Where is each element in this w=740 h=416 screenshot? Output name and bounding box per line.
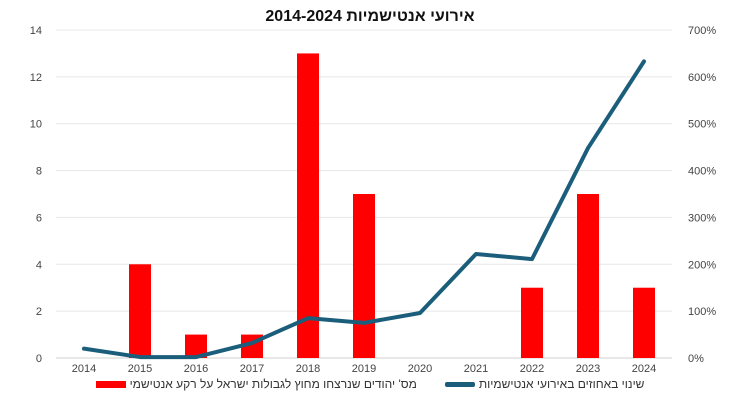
right-axis-tick: 400% (688, 166, 716, 178)
x-axis-tick: 2015 (128, 363, 152, 375)
x-axis-tick: 2022 (520, 363, 544, 375)
bar-2015 (129, 264, 151, 358)
legend-item-bar: מס' יהודים שנרצחו מחוץ לגבולות ישראל על … (95, 376, 417, 392)
legend-swatch-bar (95, 380, 126, 388)
bar-2019 (353, 194, 375, 358)
legend-swatch-line (444, 381, 475, 387)
chart-title: אירועי אנטישמיות 2014-2024 (265, 8, 474, 25)
legend-item-line: שינוי באחוזים באירועי אנטישמיות (444, 376, 645, 392)
bar-2022 (521, 287, 543, 358)
right-axis-tick: 100% (688, 306, 716, 318)
legend-label-line: שינוי באחוזים באירועי אנטישמיות (478, 377, 645, 391)
x-axis-tick: 2023 (576, 363, 600, 375)
legend: שינוי באחוזים באירועי אנטישמיות מס' יהוד… (0, 376, 740, 392)
x-axis-tick: 2017 (240, 363, 264, 375)
right-axis-tick: 700% (688, 25, 716, 37)
x-axis-tick: 2021 (464, 363, 488, 375)
right-axis-tick: 300% (688, 212, 716, 224)
x-axis-tick: 2020 (408, 363, 432, 375)
left-axis-tick: 10 (30, 119, 42, 131)
left-axis-tick: 2 (36, 306, 42, 318)
x-axis-tick: 2019 (352, 363, 376, 375)
left-axis-tick: 0 (36, 353, 42, 365)
x-axis-tick: 2014 (72, 363, 96, 375)
left-axis-tick: 6 (36, 212, 42, 224)
bar-2018 (297, 53, 319, 359)
right-axis-tick: 200% (688, 259, 716, 271)
bar-2016 (185, 334, 207, 358)
right-axis-tick: 600% (688, 72, 716, 84)
x-axis-tick: 2024 (632, 363, 656, 375)
right-axis-tick: 500% (688, 119, 716, 131)
left-axis-tick: 12 (30, 72, 42, 84)
left-axis-tick: 14 (30, 25, 42, 37)
right-axis-tick: 0% (688, 353, 704, 365)
x-axis-tick: 2016 (184, 363, 208, 375)
bar-2024 (633, 287, 655, 358)
x-axis-tick: 2018 (296, 363, 320, 375)
left-axis-tick: 8 (36, 166, 42, 178)
legend-label-bar: מס' יהודים שנרצחו מחוץ לגבולות ישראל על … (129, 377, 417, 391)
left-axis-tick: 4 (36, 259, 42, 271)
bar-2023 (577, 194, 599, 358)
